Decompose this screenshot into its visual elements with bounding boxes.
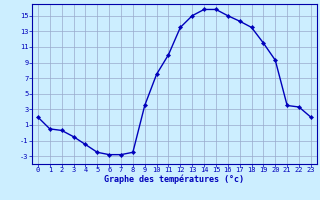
X-axis label: Graphe des températures (°c): Graphe des températures (°c) bbox=[104, 175, 244, 184]
